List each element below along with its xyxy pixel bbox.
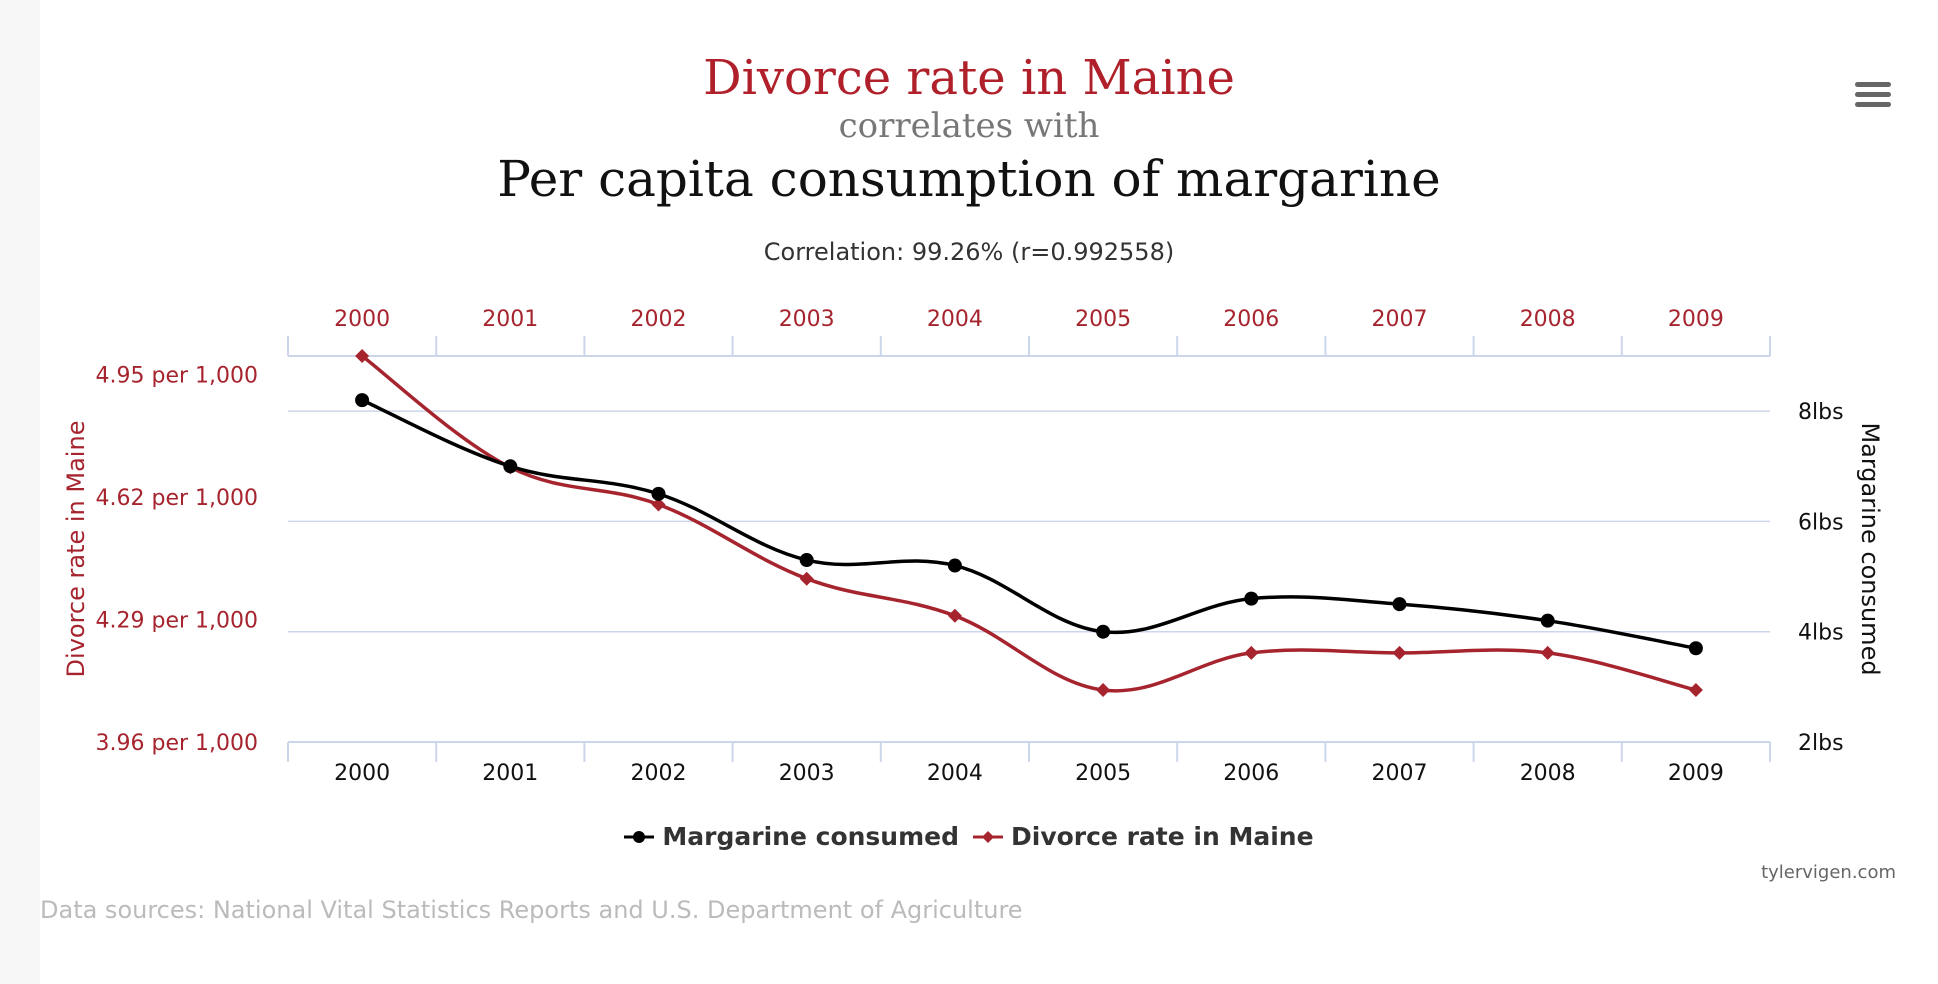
bottom-x-tick-label: 2005 — [1075, 761, 1131, 786]
right-y-tick-label: 4lbs — [1798, 621, 1844, 646]
correlation-subtitle: Correlation: 99.26% (r=0.992558) — [763, 238, 1175, 266]
top-x-tick-label: 2000 — [334, 307, 390, 332]
data-point-divorce — [947, 608, 962, 623]
hamburger-menu-icon[interactable] — [1855, 82, 1891, 110]
left-y-axis-title: Divorce rate in Maine — [62, 421, 90, 678]
right-y-axis-title: Margarine consumed — [1856, 422, 1884, 675]
top-x-tick-label: 2007 — [1372, 307, 1428, 332]
credit-link[interactable]: tylervigen.com — [1761, 862, 1896, 883]
data-point-margarine — [1688, 641, 1703, 656]
chart-legend: Margarine consumed Divorce rate in Maine — [0, 822, 1938, 851]
left-y-tick-label: 4.29 per 1,000 — [96, 609, 259, 634]
top-x-tick-label: 2003 — [779, 307, 835, 332]
data-point-divorce — [1688, 683, 1703, 698]
right-y-tick-label: 6lbs — [1798, 510, 1844, 535]
right-y-tick-label: 2lbs — [1798, 731, 1844, 756]
data-point-margarine — [1540, 613, 1555, 628]
bottom-x-tick-label: 2007 — [1372, 761, 1428, 786]
data-sources-note: Data sources: National Vital Statistics … — [40, 896, 1023, 924]
bottom-x-tick-label: 2004 — [927, 761, 983, 786]
data-point-margarine — [503, 459, 518, 474]
legend-item-margarine[interactable]: Margarine consumed — [624, 822, 959, 851]
data-point-divorce — [1096, 683, 1111, 698]
legend-item-divorce[interactable]: Divorce rate in Maine — [973, 822, 1314, 851]
data-point-divorce — [355, 349, 370, 363]
legend-swatch-circle-icon — [624, 830, 655, 843]
bottom-x-tick-label: 2006 — [1223, 761, 1279, 786]
left-y-tick-label: 4.62 per 1,000 — [96, 486, 259, 511]
chart-title-variable-a: Divorce rate in Maine — [703, 50, 1235, 106]
top-x-tick-label: 2008 — [1520, 307, 1576, 332]
left-y-tick-label: 3.96 per 1,000 — [96, 731, 259, 756]
top-x-tick-label: 2009 — [1668, 307, 1724, 332]
chart-title-connector: correlates with — [838, 106, 1100, 146]
bottom-x-tick-label: 2008 — [1520, 761, 1576, 786]
top-x-tick-label: 2001 — [482, 307, 538, 332]
top-x-tick-label: 2005 — [1075, 307, 1131, 332]
legend-label-margarine: Margarine consumed — [662, 822, 959, 851]
data-point-margarine — [651, 486, 666, 501]
chart-title-variable-b: Per capita consumption of margarine — [497, 150, 1441, 208]
data-point-margarine — [355, 393, 370, 408]
top-x-tick-label: 2006 — [1223, 307, 1279, 332]
data-point-divorce — [651, 497, 666, 512]
series-line-divorce — [361, 354, 1697, 693]
left-y-tick-label: 4.95 per 1,000 — [96, 364, 259, 389]
data-point-margarine — [947, 558, 962, 573]
data-point-divorce — [1540, 645, 1555, 660]
right-y-tick-label: 8lbs — [1798, 400, 1844, 425]
top-x-tick-label: 2004 — [927, 307, 983, 332]
bottom-x-tick-label: 2003 — [779, 761, 835, 786]
data-point-margarine — [1392, 597, 1407, 612]
bottom-x-tick-label: 2001 — [482, 761, 538, 786]
data-point-divorce — [1244, 645, 1259, 660]
legend-swatch-diamond-icon — [973, 830, 1003, 843]
data-point-divorce — [799, 571, 814, 586]
legend-label-divorce: Divorce rate in Maine — [1011, 822, 1314, 851]
bottom-x-tick-label: 2009 — [1668, 761, 1724, 786]
series-line-margarine — [361, 398, 1697, 650]
chart-card — [40, 0, 1938, 984]
top-x-tick-label: 2002 — [631, 307, 687, 332]
data-point-divorce — [1392, 645, 1407, 660]
bottom-x-tick-label: 2000 — [334, 761, 390, 786]
data-point-margarine — [1096, 624, 1111, 639]
data-point-margarine — [1244, 591, 1259, 606]
data-point-margarine — [799, 553, 814, 568]
bottom-x-tick-label: 2002 — [631, 761, 687, 786]
